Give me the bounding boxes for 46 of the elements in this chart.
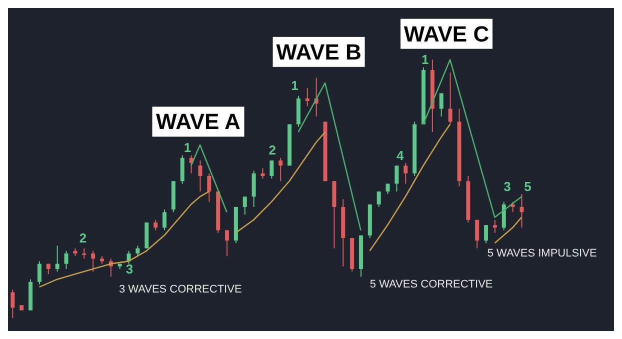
- annotation: 5 WAVES IMPULSIVE: [487, 247, 597, 260]
- candlestick: [502, 201, 506, 231]
- annotation: 3 WAVES CORRECTIVE: [118, 284, 242, 296]
- candlestick: [154, 219, 158, 231]
- candlestick: [376, 190, 381, 208]
- candlestick: [198, 160, 202, 192]
- candlestick: [394, 165, 399, 192]
- candlestick: [448, 72, 452, 125]
- candlestick: [305, 88, 310, 107]
- candlestick: [252, 170, 256, 208]
- annotation: 5 WAVES CORRECTIVE: [370, 278, 493, 290]
- annotation: WAVE A: [156, 109, 241, 134]
- candlestick: [520, 194, 524, 228]
- candlestick: [404, 162, 408, 184]
- candlestick: [82, 248, 86, 260]
- candlestick: [162, 209, 167, 231]
- annotation: 1: [184, 140, 192, 156]
- candlestick: [475, 219, 480, 249]
- annotation: 3: [126, 261, 134, 276]
- annotation: 4: [396, 148, 404, 163]
- annotation: WAVE B: [276, 39, 362, 64]
- candlestick: [439, 92, 444, 118]
- candlestick: [386, 183, 390, 195]
- candlestick: [510, 201, 515, 213]
- candlestick: [136, 245, 140, 257]
- candlestick: [270, 160, 274, 180]
- candlestick: [260, 168, 265, 180]
- candlestick: [278, 157, 283, 182]
- candlestick: [10, 289, 15, 319]
- candlestick: [225, 230, 230, 257]
- annotation: 5: [524, 178, 532, 194]
- text: WAVE C: [404, 21, 490, 46]
- candlestick: [242, 196, 247, 216]
- annotation: 1: [291, 78, 298, 94]
- candlestick: [492, 219, 497, 234]
- candlestick: [484, 224, 488, 244]
- candlestick: [91, 250, 96, 272]
- candlestick: [207, 172, 212, 202]
- candlestick: [37, 260, 42, 285]
- annotation: 2: [79, 230, 87, 246]
- candlestick: [64, 250, 68, 270]
- annotation: 1: [421, 52, 429, 68]
- candlestick: [55, 245, 60, 272]
- annotation: 2: [268, 142, 276, 158]
- annotation: 3: [504, 178, 511, 194]
- candlestick: [180, 154, 184, 184]
